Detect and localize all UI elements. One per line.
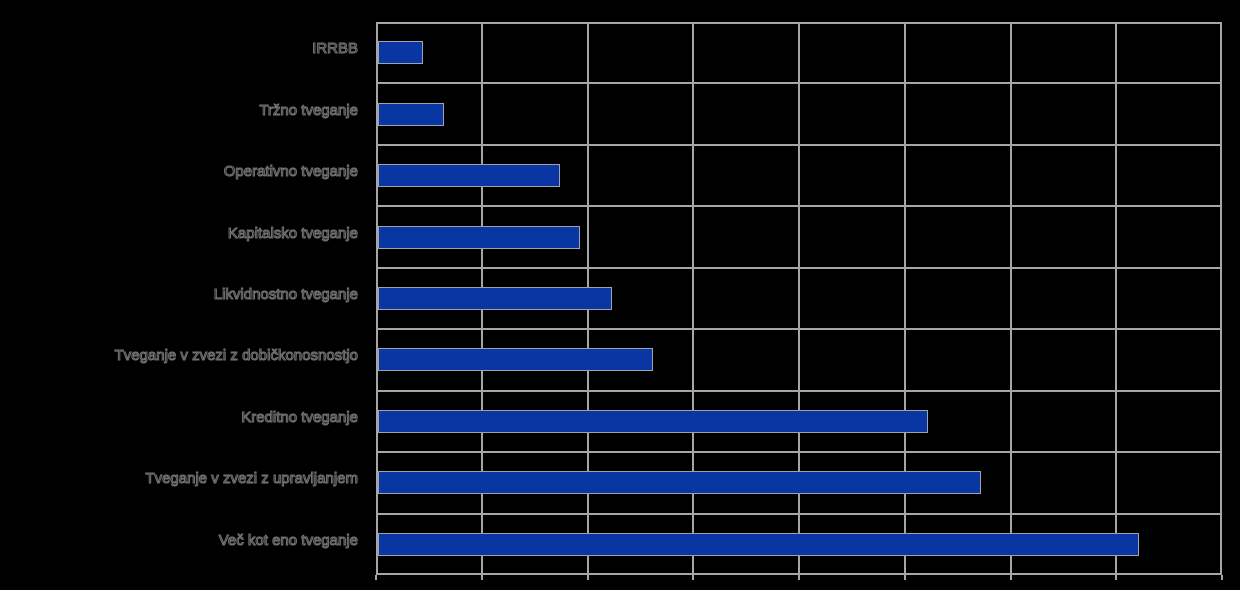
category-label: Operativno tveganje — [223, 163, 358, 181]
category-label: Več kot eno tveganje — [218, 531, 358, 549]
category-label: Likvidnostno tveganje — [213, 285, 358, 303]
horizontal-gridline — [378, 205, 1220, 208]
bar — [378, 532, 1139, 556]
x-axis-tick — [1115, 575, 1118, 580]
plot-area — [376, 22, 1222, 575]
vertical-gridline — [798, 24, 800, 573]
bar — [378, 41, 423, 65]
bar — [378, 348, 653, 372]
bar — [378, 102, 444, 126]
category-label: Kreditno tveganje — [241, 408, 359, 426]
category-label: IRRBB — [312, 40, 359, 58]
x-axis-tick — [692, 575, 695, 580]
x-axis-tick — [1009, 575, 1012, 580]
bar — [378, 225, 580, 249]
horizontal-gridline — [378, 266, 1220, 269]
vertical-gridline — [1009, 24, 1012, 573]
horizontal-gridline — [378, 328, 1220, 331]
category-label: Kapitalsko tveganje — [227, 224, 358, 242]
horizontal-gridline — [378, 143, 1220, 146]
x-axis-tick — [1221, 575, 1223, 580]
horizontal-gridline — [378, 451, 1220, 454]
x-axis-tick — [903, 575, 906, 580]
x-axis-tick — [798, 575, 800, 580]
x-axis-tick — [480, 575, 483, 580]
bar — [378, 409, 928, 433]
horizontal-gridline — [378, 512, 1220, 515]
vertical-gridline — [1115, 24, 1118, 573]
horizontal-gridline — [378, 389, 1220, 392]
bar — [378, 287, 612, 310]
vertical-gridline — [692, 24, 695, 573]
category-label: Tveganje v zvezi z dobičkonosnostjo — [114, 347, 358, 365]
vertical-gridline — [903, 24, 906, 573]
category-label: Tržno tveganje — [259, 101, 359, 119]
horizontal-gridline — [378, 82, 1220, 85]
bar — [378, 471, 981, 495]
x-axis-tick — [375, 575, 377, 580]
category-label: Tveganje v zvezi z upravljanjem — [145, 470, 359, 488]
bar — [378, 164, 560, 188]
x-axis-tick — [586, 575, 589, 580]
